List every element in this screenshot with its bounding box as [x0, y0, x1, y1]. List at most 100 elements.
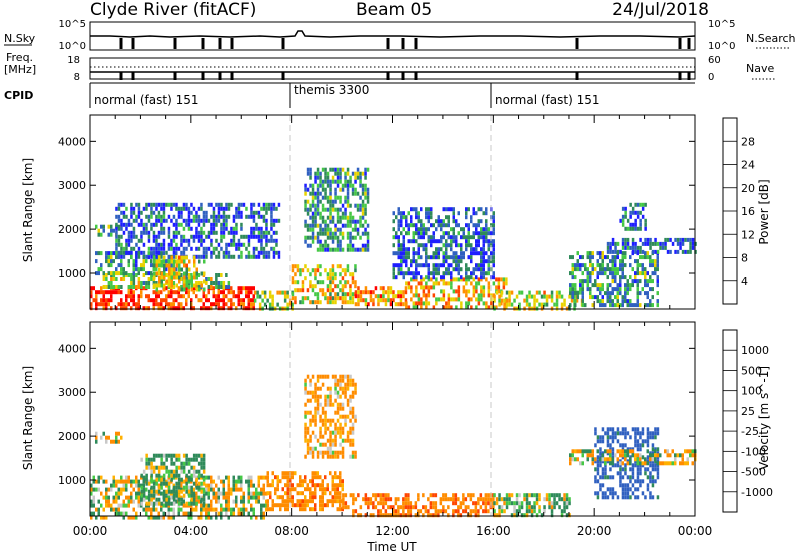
heatmap-cell	[487, 239, 490, 244]
heatmap-cell	[306, 390, 310, 395]
heatmap-cell	[616, 449, 619, 454]
heatmap-cell	[331, 483, 334, 488]
heatmap-cell	[160, 226, 163, 231]
heatmap-cell	[205, 503, 208, 508]
heatmap-cell	[115, 277, 118, 281]
heatmap-cell	[631, 475, 635, 480]
heatmap-cell	[684, 237, 687, 242]
heatmap-cell	[415, 305, 418, 310]
heatmap-cell	[155, 477, 158, 482]
heatmap-cell	[160, 271, 163, 276]
heatmap-cell	[492, 243, 495, 248]
heatmap-cell	[299, 479, 302, 484]
heatmap-cell	[581, 303, 584, 308]
heatmap-cell	[222, 210, 226, 215]
heatmap-cell	[427, 267, 430, 272]
heatmap-cell	[178, 279, 181, 284]
heatmap-cell	[316, 394, 320, 399]
heatmap-cell	[341, 446, 345, 451]
heatmap-cell	[434, 493, 438, 498]
heatmap-cell	[137, 206, 141, 211]
heatmap-cell	[311, 231, 315, 236]
heatmap-cell	[311, 219, 315, 224]
heatmap-cell	[316, 280, 320, 285]
heatmap-cell	[217, 254, 221, 259]
heatmap-cell	[354, 450, 357, 455]
heatmap-cell	[498, 302, 501, 307]
heatmap-cell	[162, 259, 165, 264]
heatmap-cell	[616, 495, 620, 500]
heatmap-cell	[255, 487, 258, 492]
heatmap-cell	[200, 515, 203, 520]
heatmap-cell	[314, 382, 317, 387]
heatmap-cell	[482, 289, 486, 294]
heatmap-cell	[291, 471, 294, 476]
heatmap-cell	[269, 507, 272, 512]
heatmap-cell	[505, 305, 508, 310]
heatmap-cell	[232, 226, 236, 231]
heatmap-cell	[150, 206, 153, 211]
heatmap-cell	[170, 206, 173, 211]
heatmap-cell	[644, 439, 647, 444]
heatmap-cell	[162, 515, 165, 520]
heatmap-cell	[644, 495, 647, 500]
heatmap-cell	[162, 210, 166, 215]
heatmap-cell	[237, 242, 241, 247]
heatmap-cell	[427, 285, 431, 290]
heatmap-cell	[465, 275, 468, 280]
heatmap-cell	[122, 214, 126, 219]
heatmap-cell	[341, 450, 345, 455]
heatmap-cell	[460, 301, 463, 306]
heatmap-cell	[515, 513, 519, 518]
heatmap-cell	[477, 223, 480, 228]
heatmap-cell	[212, 479, 215, 484]
heatmap-cell	[222, 230, 226, 235]
heatmap-cell	[112, 475, 115, 480]
heatmap-cell	[644, 202, 647, 207]
heatmap-cell	[299, 300, 302, 305]
heatmap-cell	[227, 475, 230, 480]
heatmap-cell	[634, 479, 637, 484]
heatmap-cell	[260, 487, 263, 492]
heatmap-cell	[145, 259, 148, 264]
heatmap-cell	[334, 487, 337, 492]
heatmap-cell	[664, 237, 667, 242]
heatmap-cell	[437, 251, 440, 256]
heatmap-cell	[220, 230, 223, 235]
heatmap-cell	[432, 255, 435, 260]
heatmap-cell	[351, 272, 355, 277]
heatmap-cell	[250, 206, 253, 211]
heatmap-cell	[266, 503, 269, 508]
heatmap-cell	[334, 398, 337, 403]
heatmap-cell	[172, 202, 176, 207]
heatmap-cell	[465, 271, 468, 276]
heatmap-cell	[266, 507, 269, 512]
heatmap-cell	[122, 302, 125, 307]
heatmap-cell	[513, 298, 516, 303]
heatmap-cell	[207, 246, 211, 251]
heatmap-cell	[90, 286, 93, 291]
heatmap-cell	[222, 214, 226, 219]
heatmap-cell	[639, 279, 642, 284]
heatmap-cell	[609, 435, 612, 440]
heatmap-cell	[574, 299, 577, 304]
heatmap-cell	[440, 219, 443, 224]
heatmap-cell	[545, 497, 549, 502]
heatmap-cell	[309, 227, 312, 232]
heatmap-cell	[306, 187, 310, 192]
heatmap-cell	[331, 175, 335, 180]
heatmap-cell	[175, 206, 178, 211]
heatmap-cell	[291, 499, 294, 504]
heatmap-cell	[641, 206, 645, 211]
heatmap-cell	[97, 479, 100, 484]
heatmap-cell	[180, 294, 183, 299]
heatmap-cell	[364, 290, 368, 295]
heatmap-cell	[187, 457, 191, 462]
heatmap-cell	[304, 382, 307, 387]
heatmap-cell	[502, 281, 506, 286]
heatmap-cell	[192, 481, 196, 486]
heatmap-cell	[135, 495, 138, 500]
heatmap-cell	[482, 247, 485, 252]
heatmap-cell	[361, 231, 365, 236]
heatmap-cell	[142, 306, 145, 311]
